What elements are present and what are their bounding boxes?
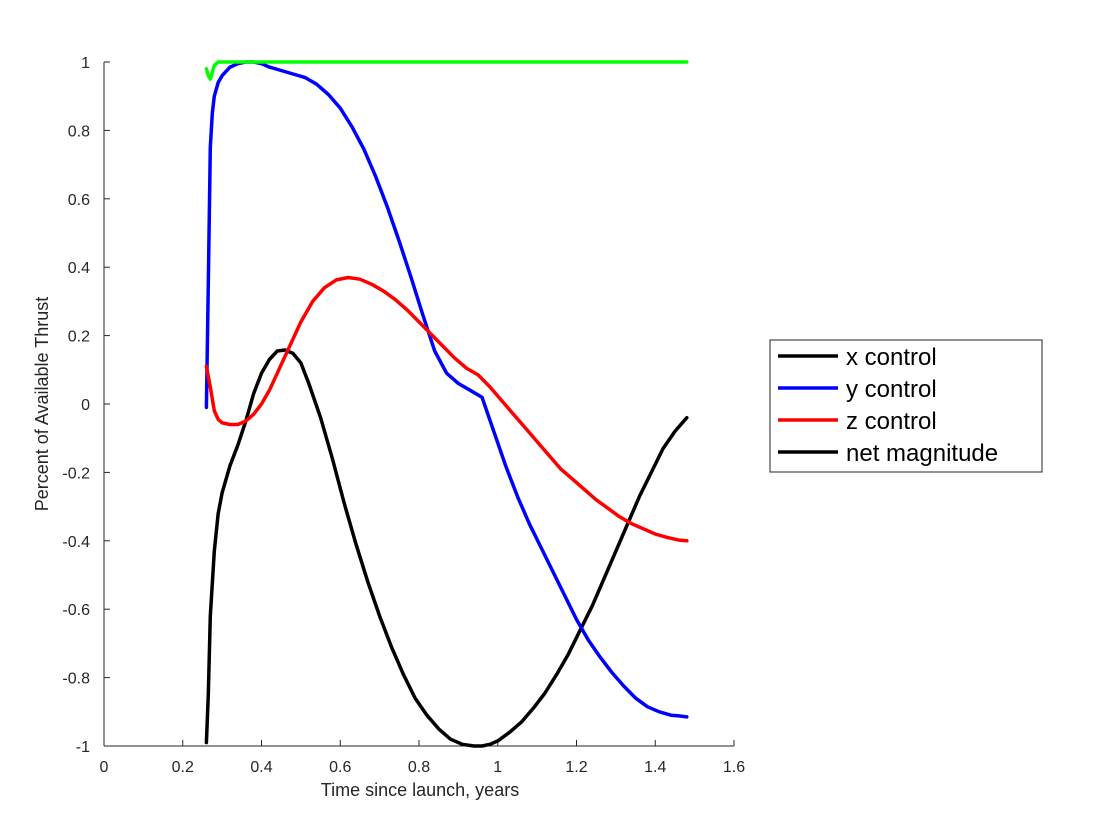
y-tick-label: -0.6 [62, 602, 90, 619]
x-tick-label: 0.6 [329, 759, 351, 776]
legend-entries: x control y control z control net magnitude [778, 344, 998, 467]
legend-box [769, 339, 1043, 473]
x-tick-label: 1 [493, 759, 502, 776]
y-tick-label: -0.2 [62, 465, 90, 482]
y-axis-label: Percent of Available Thrust [32, 297, 52, 511]
series-layer [204, 60, 689, 748]
x-tick-label: 0 [100, 759, 109, 776]
y-axis-ticks: -1 -0.8 -0.6 -0.4 -0.2 0 0.2 0.4 0.6 0.8 1 [62, 55, 110, 756]
y-tick-label: -1 [76, 739, 90, 756]
legend: x control y control z control net magnitude [769, 339, 1043, 473]
x-axis-label: Time since launch, years [321, 780, 519, 800]
x-axis-ticks: 0 0.2 0.4 0.6 0.8 1 1.2 1.4 1.6 [100, 740, 745, 776]
plot-area: 0 0.2 0.4 0.6 0.8 1 1.2 1.4 1.6 -1 -0.8 -0.6 -0.4 -0… [62, 55, 745, 776]
y-tick-label: 0 [81, 397, 90, 414]
series-line-net-magnitude [204, 60, 689, 81]
y-tick-label: -0.4 [62, 534, 90, 551]
x-tick-label: 1.2 [565, 759, 587, 776]
series-line-z-control [204, 275, 689, 543]
x-tick-label: 1.4 [644, 759, 666, 776]
y-tick-label: 0.6 [68, 192, 90, 209]
y-tick-label: 0.2 [68, 329, 90, 346]
y-tick-label: -0.8 [62, 671, 90, 688]
legend-label: x control [846, 344, 937, 371]
x-tick-label: 0.8 [408, 759, 430, 776]
series-line-x-control [204, 348, 689, 748]
legend-label: z control [846, 408, 937, 435]
legend-label: y control [846, 376, 937, 403]
legend-label: net magnitude [846, 440, 998, 467]
x-tick-label: 0.2 [172, 759, 194, 776]
y-tick-label: 0.8 [68, 123, 90, 140]
x-tick-label: 1.6 [723, 759, 745, 776]
x-tick-label: 0.4 [250, 759, 272, 776]
y-tick-label: 1 [81, 55, 90, 72]
y-tick-label: 0.4 [68, 260, 90, 277]
